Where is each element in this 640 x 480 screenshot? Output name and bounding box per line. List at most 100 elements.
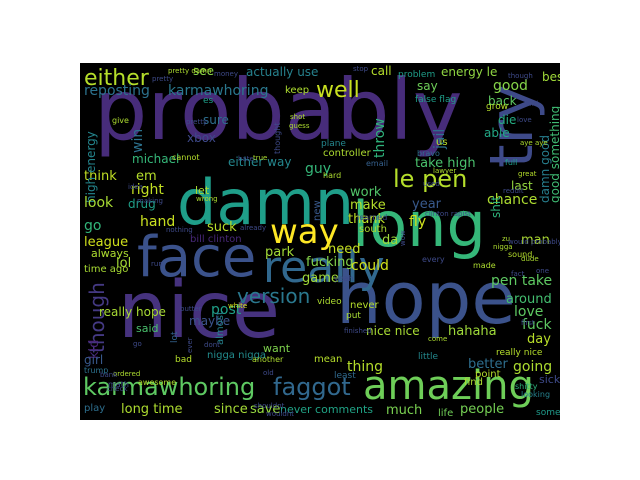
- cloud-word: ever: [186, 337, 194, 353]
- cloud-word: play: [84, 403, 105, 414]
- cloud-word: either way: [228, 155, 291, 169]
- cloud-word: little: [418, 352, 439, 362]
- cloud-word: really nice: [496, 348, 543, 358]
- cloud-word: suck: [207, 220, 237, 235]
- cloud-word: zu: [502, 235, 510, 243]
- cloud-word: man: [521, 233, 550, 248]
- cloud-word: cannot: [172, 153, 199, 162]
- cloud-word: email: [366, 159, 388, 168]
- cloud-word: problem: [398, 70, 435, 80]
- cloud-word: hate: [238, 155, 254, 163]
- cloud-word: controller: [323, 148, 372, 159]
- cloud-word: could: [351, 258, 389, 274]
- cloud-word: find: [464, 377, 483, 388]
- cloud-word: le pen: [393, 165, 467, 193]
- cloud-word: right: [131, 182, 164, 198]
- cloud-word: fly: [409, 214, 426, 230]
- cloud-word: almost: [215, 311, 226, 345]
- cloud-word: money: [214, 70, 238, 78]
- cloud-word: really: [263, 242, 385, 293]
- cloud-word: time ago: [84, 264, 128, 275]
- cloud-word: see: [193, 64, 214, 78]
- cloud-word: said: [136, 322, 159, 335]
- cloud-word: never comments: [280, 403, 373, 416]
- cloud-word: love: [517, 116, 532, 124]
- cloud-word: karmawhoring: [168, 83, 268, 99]
- cloud-word: around: [506, 292, 552, 307]
- cloud-word: lot: [170, 331, 180, 343]
- cloud-word: call: [371, 64, 392, 78]
- cloud-word: make: [350, 198, 386, 213]
- cloud-word: able: [484, 126, 510, 140]
- cloud-word: full: [505, 158, 517, 167]
- cloud-word: and: [525, 100, 538, 108]
- cloud-word: new: [312, 200, 323, 221]
- cloud-word: work: [350, 185, 382, 200]
- cloud-word: though: [508, 72, 533, 80]
- cloud-word: another: [252, 355, 284, 364]
- cloud-word: shitty: [515, 382, 538, 391]
- cloud-word: video: [317, 297, 342, 307]
- cloud-word: fuck: [522, 317, 552, 333]
- cloud-word: try: [477, 84, 547, 168]
- cloud-word: energy le: [441, 65, 497, 79]
- cloud-word: way: [270, 212, 339, 252]
- cloud-word: wow: [399, 230, 407, 246]
- cloud-word: bill clinton: [190, 234, 242, 245]
- cloud-word: thought: [273, 123, 282, 154]
- cloud-word: math: [108, 380, 129, 389]
- cloud-word: awesome: [138, 378, 176, 387]
- cloud-word: need: [328, 242, 361, 257]
- cloud-word: reposting: [84, 83, 150, 99]
- cloud-word: take high: [415, 156, 476, 171]
- cloud-word: nigga nigga: [207, 350, 266, 361]
- cloud-word: fucking: [306, 255, 354, 270]
- cloud-word: best: [542, 70, 560, 84]
- cloud-word: shouldnt: [254, 402, 285, 410]
- cloud-word: learned: [357, 213, 387, 222]
- cloud-word: year: [412, 197, 442, 212]
- cloud-word: hahaha: [448, 324, 497, 339]
- cloud-word: michael: [132, 152, 179, 166]
- cloud-word: want: [263, 342, 291, 355]
- cloud-word: throw: [372, 118, 388, 158]
- cloud-word: drug: [128, 197, 156, 211]
- cloud-word: life: [438, 408, 453, 419]
- cloud-word: aye aye: [520, 139, 548, 147]
- cloud-word: hope: [336, 256, 516, 340]
- cloud-word: since: [214, 402, 248, 417]
- cloud-word: well: [316, 78, 360, 103]
- cloud-word: never: [350, 300, 380, 311]
- cloud-word: love: [514, 304, 543, 320]
- cloud-word: es: [203, 96, 214, 106]
- cloud-word: die: [498, 113, 516, 127]
- cloud-word: butter: [180, 305, 202, 313]
- cloud-word: look: [84, 195, 114, 211]
- cloud-word: great: [518, 170, 537, 178]
- cloud-word: hand: [140, 214, 175, 230]
- cloud-word: nothing: [166, 226, 193, 234]
- cloud-word: plane: [321, 139, 346, 149]
- cloud-word: lawyer: [433, 167, 456, 175]
- cloud-word: pretty: [152, 75, 173, 83]
- cloud-word: idea: [128, 183, 143, 191]
- cloud-word: fact: [511, 270, 525, 278]
- cloud-word: pretty: [186, 118, 207, 126]
- cloud-word: better: [468, 357, 508, 372]
- cloud-word: put: [346, 311, 361, 321]
- cloud-background: [80, 63, 560, 420]
- cloud-word: yeah: [334, 274, 354, 283]
- cloud-word: win: [130, 129, 146, 153]
- cloud-word: high energy: [84, 131, 98, 203]
- cloud-word: pen take: [491, 273, 552, 289]
- cloud-word: long: [352, 188, 486, 261]
- cloud-word: either: [84, 66, 150, 91]
- cloud-word: though: [85, 282, 109, 353]
- cloud-word: always: [91, 247, 129, 260]
- cloud-word: finished: [344, 327, 372, 335]
- cloud-word: guess: [289, 122, 310, 130]
- cloud-word: league: [84, 235, 128, 250]
- cloud-word: jail: [432, 129, 448, 150]
- cloud-word: point: [475, 369, 501, 380]
- cloud-word: nice nice: [366, 324, 420, 338]
